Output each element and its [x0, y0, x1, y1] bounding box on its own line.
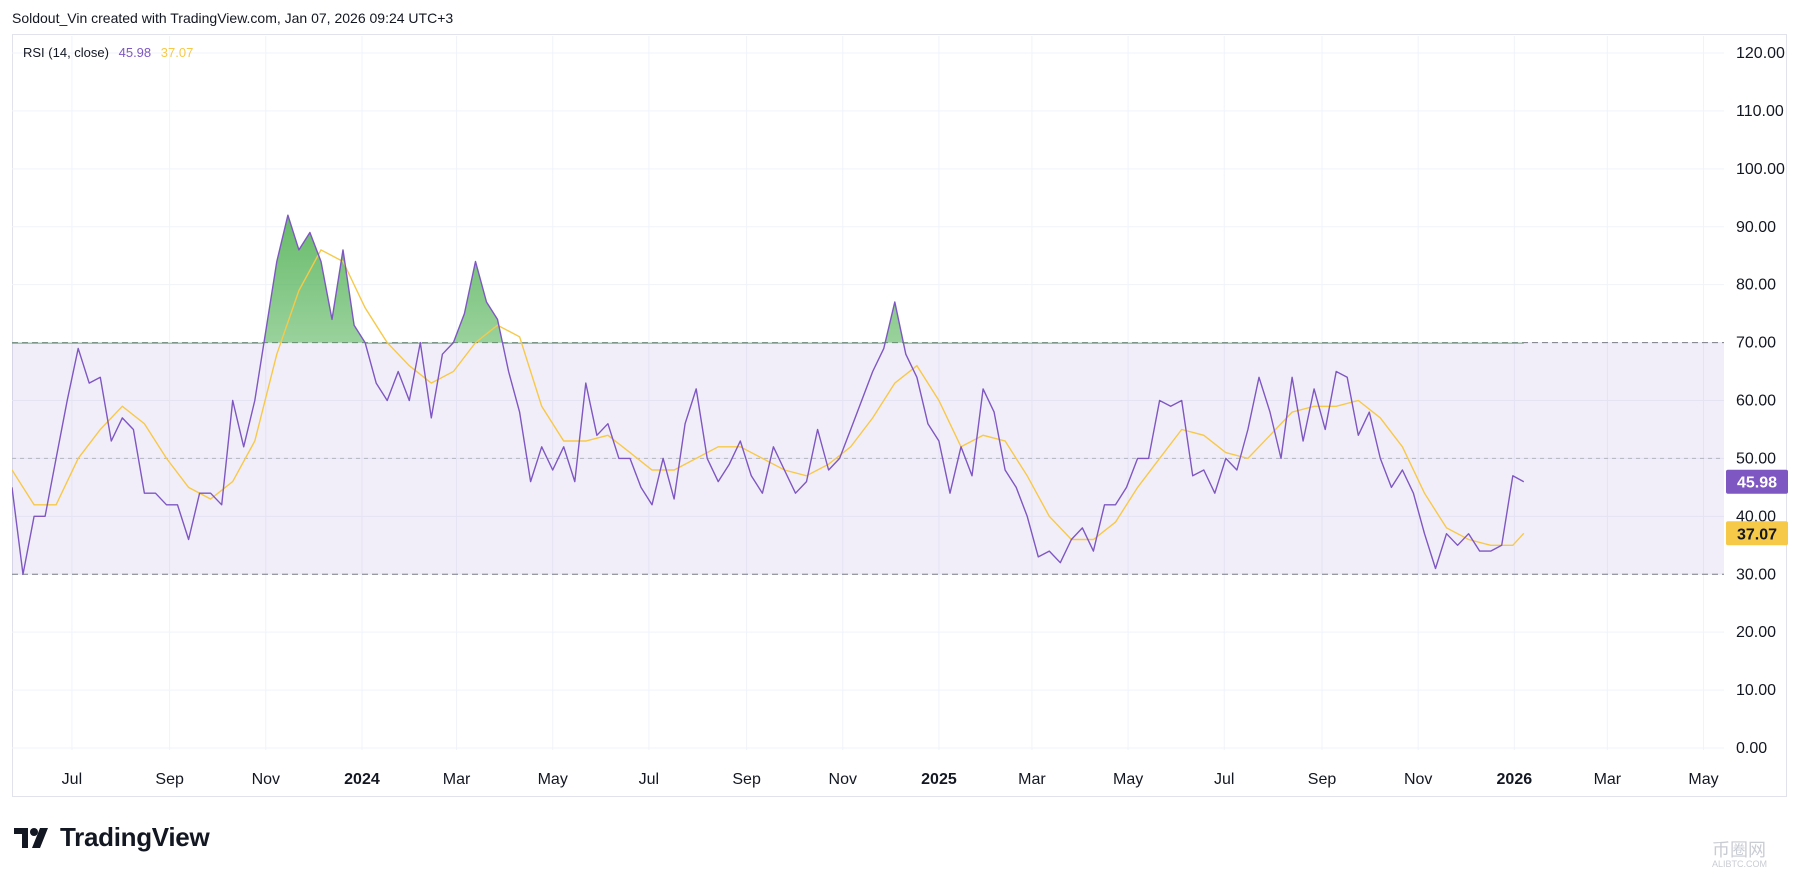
x-tick-label: May [1688, 771, 1718, 788]
y-tick-label: 70.00 [1736, 335, 1776, 352]
x-tick-label: 2024 [344, 771, 380, 788]
x-tick-label: May [1113, 771, 1143, 788]
chart-frame [12, 34, 1787, 797]
x-tick-label: Nov [829, 771, 857, 788]
x-tick-label: Sep [732, 771, 761, 788]
y-tick-label: 40.00 [1736, 508, 1776, 525]
x-tick-label: Jul [1214, 771, 1234, 788]
y-tick-label: 20.00 [1736, 624, 1776, 641]
tradingview-logo-icon [14, 827, 48, 848]
x-tick-label: Jul [62, 771, 82, 788]
x-tick-label: Mar [1594, 771, 1622, 788]
last-value-labels: 45.98 37.07 [1726, 469, 1788, 546]
y-tick-label: 120.00 [1736, 45, 1785, 62]
x-tick-label: 2026 [1497, 771, 1533, 788]
rsi-series-line [12, 214, 1525, 575]
y-tick-label: 50.00 [1736, 450, 1776, 467]
y-tick-label: 60.00 [1736, 393, 1776, 410]
brand-name: TradingView [60, 822, 210, 852]
legend-ma-value: 37.07 [160, 45, 194, 60]
x-tick-label: Sep [1308, 771, 1337, 788]
y-tick-label: 100.00 [1736, 161, 1785, 178]
y-tick-label: 80.00 [1736, 277, 1776, 294]
indicator-legend[interactable]: RSI (14, close) 45.98 37.07 [23, 45, 193, 60]
y-tick-label: 0.00 [1736, 740, 1767, 757]
y-tick-label: 110.00 [1736, 103, 1784, 120]
ma-series-line [12, 248, 1525, 546]
x-tick-label: 2025 [921, 771, 957, 788]
overbought-fill [12, 215, 1524, 344]
x-tick-label: Nov [252, 771, 280, 788]
x-tick-label: May [538, 771, 568, 788]
x-axis: Jul Sep Nov 2024 Mar May Jul Sep Nov 2025 Mar May Ju… [62, 771, 1719, 788]
x-tick-label: Nov [1404, 771, 1432, 788]
tradingview-logo[interactable]: TradingView [14, 822, 210, 853]
svg-text:37.07: 37.07 [1737, 526, 1777, 543]
legend-indicator-name: RSI (14, close) [23, 45, 109, 60]
rsi-last-value-label: 45.98 [1726, 469, 1788, 494]
grid-lines [12, 36, 1724, 750]
y-tick-label: 30.00 [1736, 566, 1776, 583]
watermark-subtext: ALIBTC.COM [1712, 859, 1768, 869]
watermark-text: 币圈网 [1712, 840, 1766, 860]
x-tick-label: Sep [155, 771, 184, 788]
ma-last-value-label: 37.07 [1726, 521, 1788, 546]
chart-attribution: Soldout_Vin created with TradingView.com… [12, 10, 454, 26]
svg-text:45.98: 45.98 [1737, 475, 1777, 492]
legend-rsi-value: 45.98 [118, 45, 152, 60]
watermark: 币圈网 ALIBTC.COM [1712, 836, 1767, 869]
x-tick-label: Mar [443, 771, 471, 788]
y-tick-label: 10.00 [1736, 682, 1776, 699]
y-axis: 120.00 110.00 100.00 90.00 80.00 70.00 60.00 50… [1736, 45, 1785, 757]
x-tick-label: Jul [639, 771, 659, 788]
y-tick-label: 90.00 [1736, 219, 1776, 236]
x-tick-label: Mar [1018, 771, 1046, 788]
